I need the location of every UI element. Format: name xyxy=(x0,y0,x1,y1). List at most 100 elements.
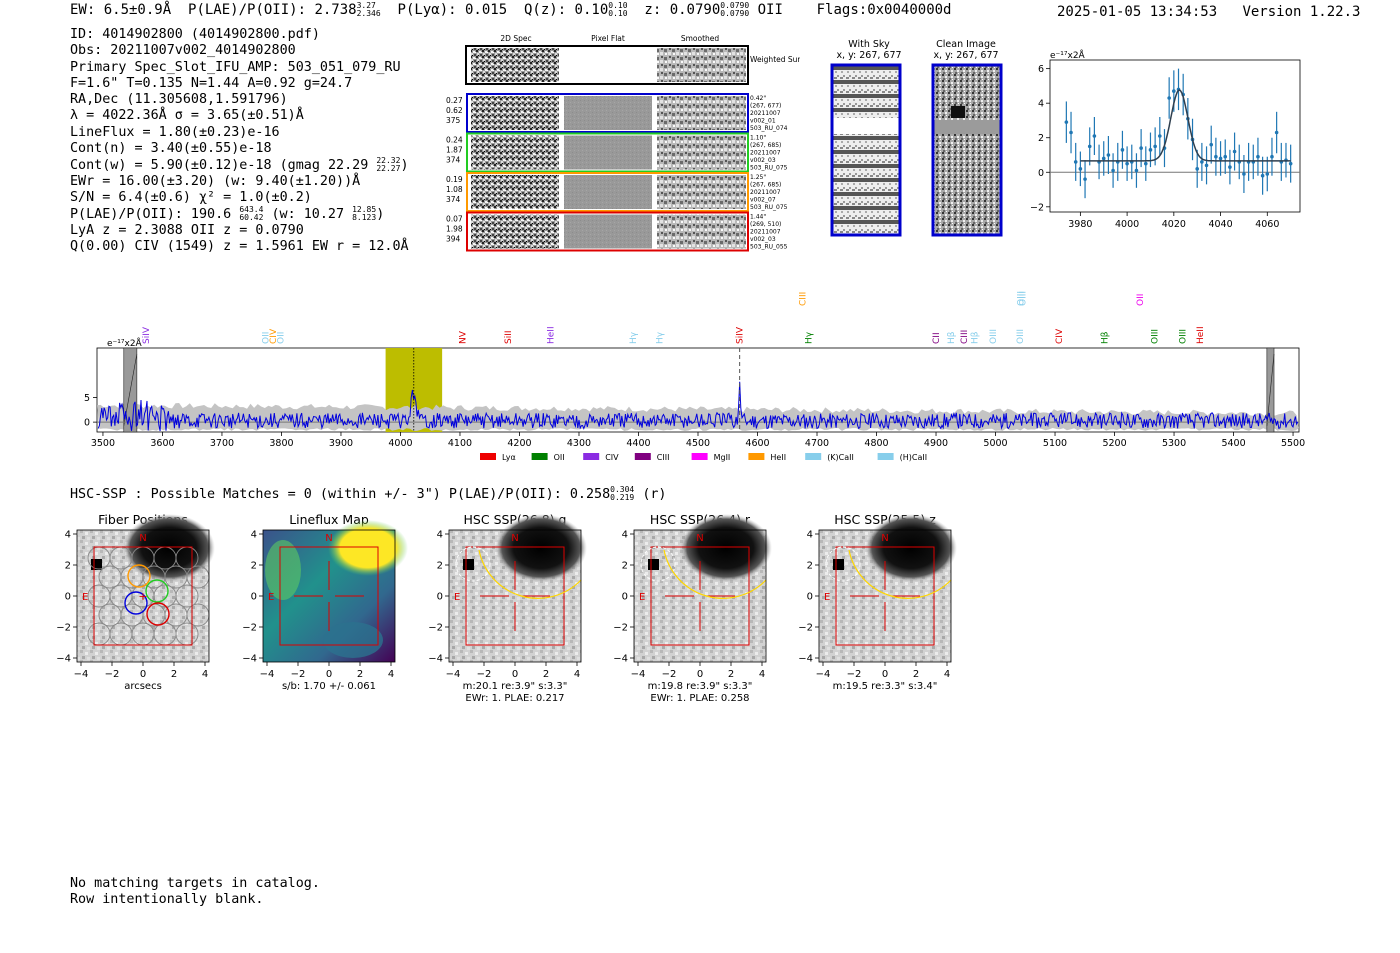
panel-xtick-label: 4 xyxy=(574,669,580,680)
clean-image xyxy=(931,63,1003,237)
cutout-right-label: 20211007 xyxy=(750,110,781,117)
imaging-panel: Lineflux Map N E −4 4 −2 2 0 0 2 −2 4 −4 s/b: 1.70 +/… xyxy=(242,512,408,692)
cutout-left-label: 0.27 xyxy=(446,96,463,105)
cutout-right-label: 20211007 xyxy=(750,189,781,196)
spectrum-xtick-label: 5100 xyxy=(1043,438,1067,449)
spectral-line-label: CIII xyxy=(960,330,970,344)
cutout-pixelflat xyxy=(564,135,652,170)
panel-ytick-label: 0 xyxy=(65,592,71,603)
info-civ: Q(0.00) CIV (1549) z = 1.5961 EW r = 12.… xyxy=(70,238,409,254)
panel-ytick-label: −4 xyxy=(56,654,71,665)
spectrum-xtick-label: 5200 xyxy=(1102,438,1126,449)
fit-axes xyxy=(1049,59,1301,213)
fit-point xyxy=(1214,154,1218,159)
legend-swatch xyxy=(583,453,600,460)
panel-xtick-label: −2 xyxy=(847,669,862,680)
spectrum-xtick-label: 3500 xyxy=(91,438,115,449)
spectrum-xtick-label: 3700 xyxy=(210,438,234,449)
weighted-sum-label: Weighted Sum xyxy=(750,55,800,64)
cutout-left-label: 394 xyxy=(446,235,461,244)
hsc-plae-range: 0.304 0.219 xyxy=(610,485,635,502)
fit-ylabel: e⁻¹⁷x2Å xyxy=(1050,49,1086,61)
spectrum-xtick-label: 5500 xyxy=(1281,438,1305,449)
fit-point xyxy=(1232,149,1237,154)
cutout-pixelflat xyxy=(564,214,652,249)
cutout-right-label: 1.25" xyxy=(750,174,766,181)
masked-hatch xyxy=(1266,353,1275,427)
panel-caption: m:19.5 re:3.3" s:3.4" xyxy=(833,681,938,692)
panel-xtick-label: −2 xyxy=(105,669,120,680)
cutout-2dspec xyxy=(471,135,559,170)
legend-label: HeII xyxy=(770,453,786,462)
cutout-2dspec xyxy=(471,96,559,130)
panel-ytick-label: 4 xyxy=(437,530,443,541)
fit-point xyxy=(1200,160,1204,164)
cutout-right-label: 20211007 xyxy=(750,229,781,236)
panel-xtick-label: 0 xyxy=(697,669,703,680)
cutout-left-label: 1.87 xyxy=(446,146,463,155)
panel-xtick-label: −4 xyxy=(74,669,89,680)
line-fit-plot: e⁻¹⁷x2Å 3980 4000 4020 4040 4060 −2 0 2 4 6 xyxy=(1030,48,1340,238)
panel-ytick-label: −4 xyxy=(798,654,813,665)
spectrum-legend: Lyα OII CIV CIII MgII HeII (K)CaII (H)CaII xyxy=(480,453,927,462)
fit-point xyxy=(1153,144,1157,149)
catalog-match-circle xyxy=(455,546,491,582)
spectrum-error-envelope xyxy=(97,403,1299,431)
sky-images: With Sky x, y: 267, 677 Clean Image x, y… xyxy=(830,39,1003,237)
spectral-line-label: Hβ xyxy=(947,331,957,344)
spectrum-xtick-label: 4000 xyxy=(388,438,412,449)
q-summary-range: 0.10 0.10 xyxy=(608,1,628,18)
info-plae-w-range: 12.85 8.123 xyxy=(352,205,377,223)
info-plae-w: (w: 10.27 xyxy=(271,207,345,223)
fit-point xyxy=(1195,167,1199,171)
fit-point xyxy=(1134,168,1139,173)
panel-group: Fiber Positions+NE−44−22002−24−4arcsecsL… xyxy=(56,512,957,704)
ew-summary: EW: 6.5±0.9Å xyxy=(70,2,172,18)
spectral-line-label: SiIV xyxy=(736,326,746,344)
fit-point xyxy=(1260,173,1265,178)
cutout-right-label: (269, 510) xyxy=(750,221,781,228)
cutout-right-label: 0.42" xyxy=(750,95,766,102)
fit-point xyxy=(1111,168,1115,173)
catalog-match-circle xyxy=(825,546,861,582)
panel-ytick-label: 0 xyxy=(251,592,257,603)
galaxy-ellipse xyxy=(663,549,767,599)
info-gmag-range: 22.32 22.27 xyxy=(376,156,401,174)
cutout-right-label: 503_RU_074 xyxy=(750,125,788,132)
cutout-pixelflat xyxy=(564,175,652,209)
spectral-line-label: HeII xyxy=(1196,326,1206,344)
panel-xtick-label: −4 xyxy=(631,669,646,680)
spectrum-ylabel: e⁻¹⁷x2Å xyxy=(107,337,143,349)
spectral-line-label: Hβ xyxy=(1100,331,1110,344)
spectrum-ticks: 3500 3600 3700 3800 3900 4000 4100 4200 4300 4400… xyxy=(84,393,1305,449)
panel-xtick-label: −4 xyxy=(260,669,275,680)
panel-caption: m:19.8 re:3.9" s:3.3" xyxy=(648,681,753,692)
fit-ticks: 3980 4000 4020 4040 4060 −2 0 2 4 6 xyxy=(1030,64,1279,230)
fit-point xyxy=(1148,148,1153,152)
cutout-left-label: 1.98 xyxy=(446,225,463,234)
cutout-right-label: 503_RU_075 xyxy=(750,204,788,211)
cutout-left-label: 1.08 xyxy=(446,185,463,194)
panel-ytick-label: 4 xyxy=(251,530,257,541)
east-label: E xyxy=(454,592,460,603)
spectrum-xtick-label: 5300 xyxy=(1162,438,1186,449)
aperture-box xyxy=(835,546,935,646)
legend-label: (K)CaII xyxy=(827,453,854,462)
fit-point xyxy=(1223,154,1228,159)
panel-ytick-label: −2 xyxy=(56,623,71,634)
fit-point xyxy=(1265,172,1270,176)
spectral-line-label: NV xyxy=(458,330,468,344)
spectral-line-label: CIII xyxy=(799,292,809,306)
spectrum-xtick-label: 4100 xyxy=(448,438,472,449)
legend-swatch xyxy=(480,453,496,460)
panel-xtick-label: 2 xyxy=(728,669,734,680)
fit-ytick-label: −2 xyxy=(1030,202,1044,213)
info-fit: F=1.6" T=0.135 N=1.44 A=0.92 g=24.7 xyxy=(70,75,353,91)
panel-ytick-label: 0 xyxy=(807,592,813,603)
panel-xtick-label: 2 xyxy=(357,669,363,680)
north-label: N xyxy=(696,533,703,544)
aperture-box xyxy=(93,546,193,646)
